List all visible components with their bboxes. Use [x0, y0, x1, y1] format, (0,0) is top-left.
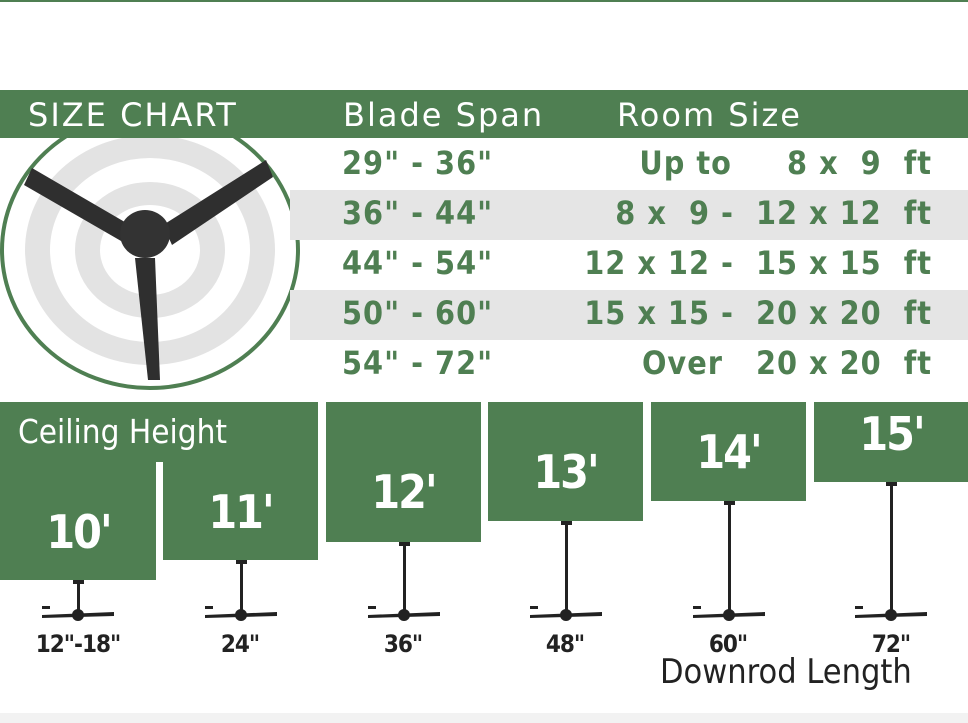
height-value: 11': [208, 485, 274, 539]
table-header: SIZE CHART Blade Span Room Size: [0, 90, 968, 138]
room-size: 15 x 15 - 20 x 20 ft: [584, 294, 932, 332]
table-row: 50" - 60" 15 x 15 - 20 x 20 ft: [290, 290, 968, 340]
height-value: 15': [859, 407, 925, 461]
room-size: Over 20 x 20 ft: [641, 344, 932, 382]
downrod-length: 12"-18": [35, 630, 122, 658]
height-box-12: [326, 402, 481, 542]
downrod-length: 60": [708, 630, 748, 658]
ceiling-height-label: Ceiling Height: [18, 412, 228, 451]
height-value: 10': [46, 505, 112, 559]
fan-icon: [693, 606, 765, 621]
rod-cap: [561, 521, 572, 525]
rod-cap: [399, 542, 410, 546]
downrod: [77, 580, 80, 614]
height-value: 13': [533, 445, 599, 499]
rod-cap: [73, 580, 84, 584]
blade-span: 36" - 44": [342, 194, 494, 232]
fan-icon: [530, 606, 602, 621]
downrod: [403, 542, 406, 614]
height-box-14: [651, 402, 806, 501]
downrod-length-label: Downrod Length: [660, 652, 912, 692]
bottom-strip: [0, 713, 968, 723]
downrod: [728, 501, 731, 614]
downrod-length: 36": [383, 630, 423, 658]
fan-icon: [368, 606, 440, 621]
downrod: [240, 560, 243, 614]
height-box-10: [0, 460, 156, 580]
height-box-11: [163, 460, 318, 560]
height-box-15: [814, 402, 968, 482]
rod-cap: [236, 560, 247, 564]
downrod: [565, 521, 568, 614]
top-divider: [0, 0, 968, 2]
room-size-header: Room Size: [617, 96, 802, 134]
blade-span-header: Blade Span: [343, 96, 545, 134]
rod-cap: [886, 482, 897, 486]
table-row: 54" - 72" Over 20 x 20 ft: [290, 340, 968, 390]
downrod-length: 48": [545, 630, 585, 658]
ceiling-height-banner: [0, 402, 318, 462]
downrod: [890, 482, 893, 614]
fan-icon: [855, 606, 927, 621]
room-size: 8 x 9 - 12 x 12 ft: [615, 194, 932, 232]
table-row: 29" - 36" Up to 8 x 9 ft: [290, 140, 968, 190]
room-size: Up to 8 x 9 ft: [639, 144, 932, 182]
table-row: 36" - 44" 8 x 9 - 12 x 12 ft: [290, 190, 968, 240]
table-row: 44" - 54" 12 x 12 - 15 x 15 ft: [290, 240, 968, 290]
downrod-length: 72": [871, 630, 911, 658]
height-box-13: [488, 402, 643, 521]
blade-span: 54" - 72": [342, 344, 494, 382]
room-size: 12 x 12 - 15 x 15 ft: [584, 244, 932, 282]
fan-icon: [42, 606, 114, 621]
size-chart-title: SIZE CHART: [28, 96, 238, 134]
blade-span: 44" - 54": [342, 244, 494, 282]
height-value: 14': [696, 425, 762, 479]
height-value: 12': [371, 465, 437, 519]
ceiling-fan-icon: [0, 110, 300, 390]
blade-span: 29" - 36": [342, 144, 494, 182]
fan-icon: [205, 606, 277, 621]
downrod-length: 24": [220, 630, 260, 658]
rod-cap: [724, 501, 735, 505]
blade-span: 50" - 60": [342, 294, 494, 332]
